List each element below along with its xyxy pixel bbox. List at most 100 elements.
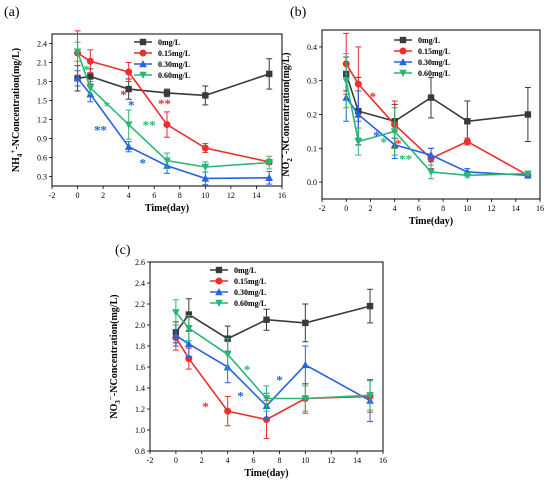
y-tick-label: 1.5 [37,97,47,106]
legend: 0mg/L 0.15mg/L 0.30mg/L 0.60mg/L [134,38,190,80]
data-point [354,110,363,118]
x-tick-label: 14 [512,204,520,213]
y-label-subscript: 3 [114,400,122,404]
y-tick-label: 1.2 [135,405,145,414]
y-tick-label: 0.2 [307,111,317,120]
legend-marker [215,299,223,307]
y-label-subscript: 4 [16,153,24,157]
x-tick-label: 12 [227,191,235,200]
data-point [366,302,374,310]
data-point [172,309,180,317]
x-tick-label: 4 [127,191,131,200]
data-point [202,92,209,99]
significance-mark: * [237,388,244,403]
y-label-rest: -NConcentration(mg/L) [109,294,120,396]
x-tick-label: 16 [536,204,544,213]
data-point [390,128,399,136]
legend-marker [139,71,147,79]
y-tick-label: 0.8 [135,447,145,456]
data-point [464,118,471,125]
y-label-main: NO [281,161,292,176]
legend-label: 0mg/L [234,266,256,275]
plot-frame [149,261,384,452]
x-tick-label: 2 [101,191,105,200]
chart-panel-1: (a) -2 0 2 4 6 8 10 12 14 16 0.3 0.6 0.9 1.2 1.5 1.8 2.1 2… [4,5,286,214]
panel-label: (b) [290,5,307,20]
data-point [163,89,171,97]
y-label-superscript: − [279,154,287,158]
chart-panel-3: (c) -2 0 2 4 6 8 10 12 14 16 0.8 1.0 1.2 1.4 1.6 1.8 2.0 2… [107,243,387,479]
data-point [463,138,471,146]
legend-marker [215,288,223,296]
data-point [301,395,310,403]
data-point [263,316,270,323]
legend-marker [139,60,147,68]
y-tick-label: 2.6 [135,258,145,267]
y-label-rest: -NConcentration(mg/L) [11,48,22,150]
x-axis-label: Time(day) [409,216,453,227]
y-tick-label: 1.0 [135,426,145,435]
x-tick-label: -2 [147,456,154,465]
legend-label: 0.15mg/L [418,47,450,56]
y-axis-label: NO2−-NConcentration(mg/L) [279,52,294,176]
series-line [76,77,270,180]
legend-label: 0.15mg/L [234,277,266,286]
series-line [345,63,529,177]
series-1 [172,288,374,352]
y-tick-label: 1.2 [37,116,47,125]
panel-label: (c) [115,243,131,258]
x-tick-label: 16 [379,456,387,465]
data-point [201,174,210,182]
x-tick-label: 10 [463,204,471,213]
significance-mark: * [373,128,380,143]
legend-label: 0mg/L [418,36,440,45]
series-line [345,80,528,177]
x-tick-label: 4 [226,456,230,465]
legend-marker [139,38,147,46]
data-point [524,170,532,178]
series-2 [172,324,374,439]
plot-frame [51,33,283,187]
legend-label: 0.30mg/L [418,58,450,67]
x-tick-label: -2 [49,191,56,200]
y-tick-label: 0.0 [307,178,317,187]
x-tick-label: 8 [178,191,182,200]
y-label-superscript: − [107,396,115,400]
significance-mark: * [128,97,135,112]
x-tick-label: 0 [174,456,178,465]
x-tick-label: 16 [278,191,286,200]
x-tick-label: 2 [200,456,204,465]
data-point [86,84,95,92]
x-tick-label: 10 [201,191,209,200]
data-point [73,74,82,82]
data-point [263,416,270,423]
y-tick-label: 2.1 [37,59,47,68]
data-point [124,121,133,129]
y-tick-label: 2.2 [135,300,145,309]
significance-mark: * [139,156,146,171]
significance-mark: * [395,136,402,151]
x-tick-label: 0 [76,191,80,200]
y-label-main: NO [109,403,120,418]
series-line [175,334,371,407]
legend-label: 0.15mg/L [158,49,190,58]
legend: 0mg/L 0.15mg/L 0.30mg/L 0.60mg/L [394,36,450,78]
legend-marker [215,277,223,285]
x-tick-label: 6 [252,456,256,465]
significance-mark: * [104,99,111,114]
y-label-subscript: 2 [286,158,294,162]
data-point [125,85,132,93]
y-axis-label: NO3−-NConcentration(mg/L) [107,294,122,418]
series-4 [342,53,532,180]
data-point [427,94,435,101]
y-label-rest: -NConcentration(mg/L) [281,52,292,154]
y-label-superscript: + [9,150,17,154]
data-point [86,57,94,65]
legend-label: 0mg/L [158,38,180,47]
y-tick-label: 1.6 [135,363,145,372]
y-tick-label: 0.1 [307,144,317,153]
series-line [175,305,371,340]
y-tick-label: 0.3 [37,173,47,182]
x-tick-label: 12 [488,204,496,213]
